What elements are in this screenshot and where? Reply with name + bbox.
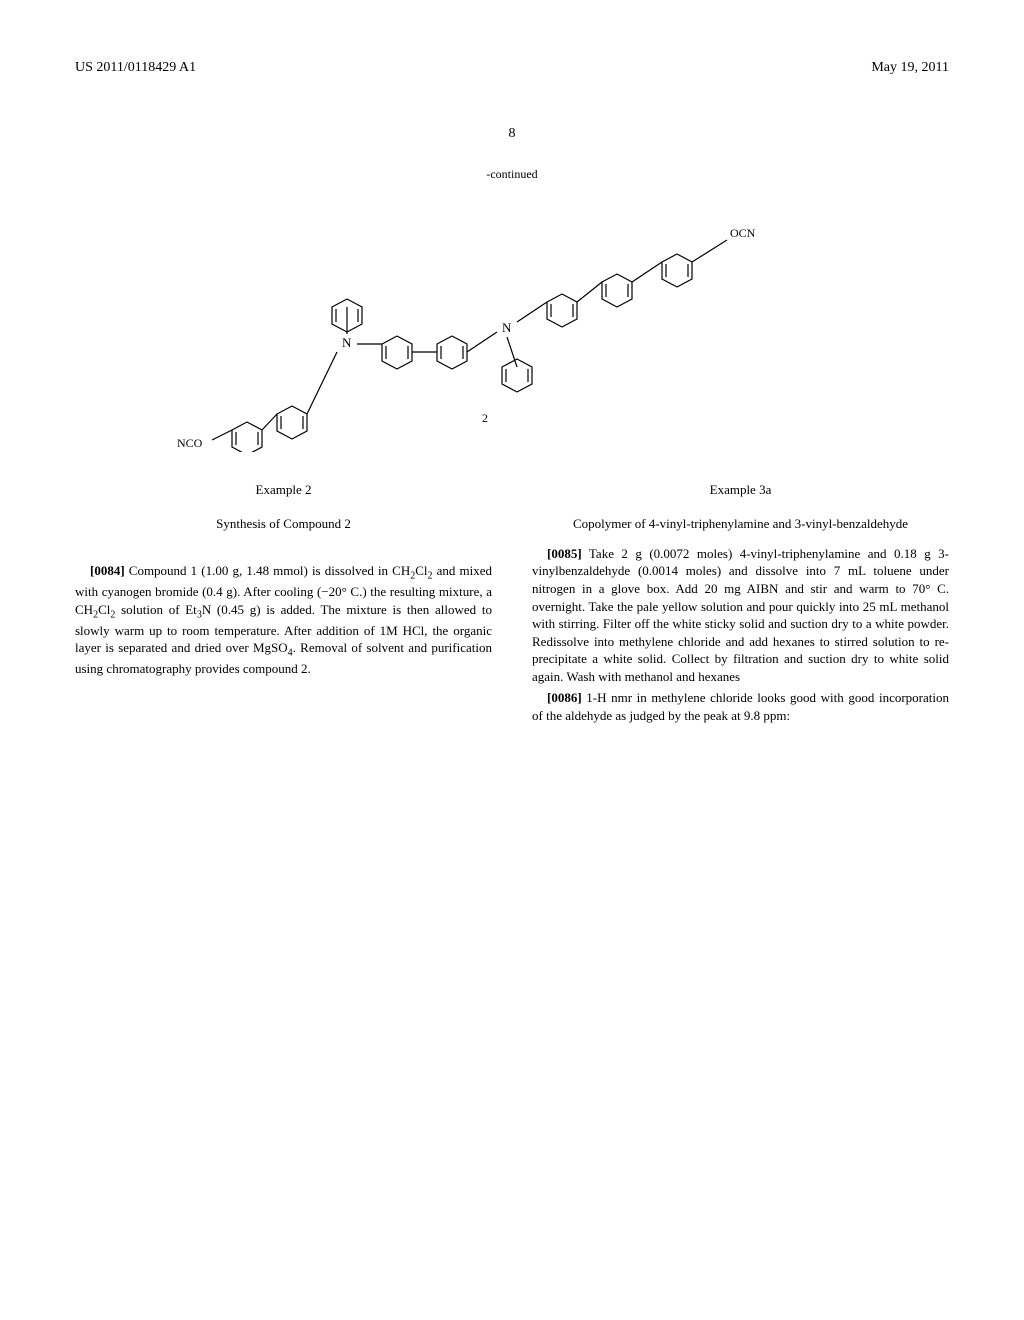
content-columns: Example 2 Synthesis of Compound 2 [0084]… xyxy=(75,482,949,728)
ocn-label: OCN xyxy=(730,226,756,240)
n2-label: N xyxy=(502,320,512,335)
para-num-0086: [0086] xyxy=(547,690,582,705)
right-column: Example 3a Copolymer of 4-vinyl-tripheny… xyxy=(532,482,949,728)
left-column: Example 2 Synthesis of Compound 2 [0084]… xyxy=(75,482,492,728)
example3a-subtitle: Copolymer of 4-vinyl-triphenylamine and … xyxy=(532,516,949,533)
para-0084: [0084] Compound 1 (1.00 g, 1.48 mmol) is… xyxy=(75,562,492,678)
para-0086: [0086] 1-H nmr in methylene chloride loo… xyxy=(532,689,949,724)
example3a-title: Example 3a xyxy=(532,482,949,498)
doc-id: US 2011/0118429 A1 xyxy=(75,60,196,76)
chemical-structure: NCO N xyxy=(172,192,852,452)
para-num-0084: [0084] xyxy=(90,563,125,578)
page-number: 8 xyxy=(75,126,949,142)
page-header: US 2011/0118429 A1 May 19, 2011 xyxy=(75,60,949,76)
example2-subtitle: Synthesis of Compound 2 xyxy=(75,516,492,532)
n1-label: N xyxy=(342,335,352,350)
continued-label: -continued xyxy=(75,167,949,182)
nco-label: NCO xyxy=(177,436,203,450)
compound-number: 2 xyxy=(482,411,488,425)
doc-date: May 19, 2011 xyxy=(871,60,949,76)
example2-title: Example 2 xyxy=(75,482,492,498)
para-0085: [0085] Take 2 g (0.0072 moles) 4-vinyl-t… xyxy=(532,545,949,685)
para-num-0085: [0085] xyxy=(547,546,582,561)
